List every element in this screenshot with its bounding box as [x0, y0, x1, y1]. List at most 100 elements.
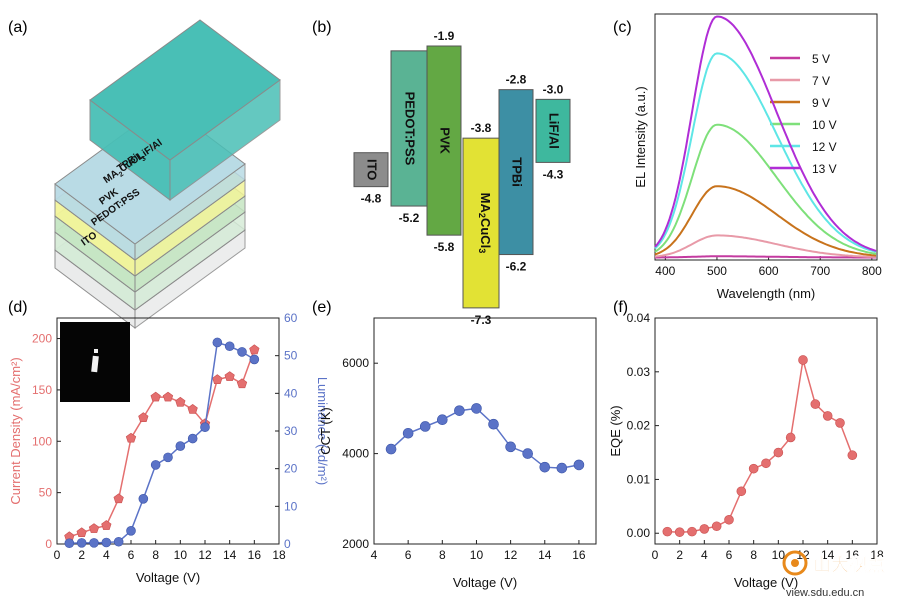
- energy-top-value-3: -3.8: [471, 121, 492, 135]
- c-series-line-3: [654, 123, 877, 255]
- energy-bar-0: [353, 152, 389, 188]
- e-ylabel: CCT (K): [318, 407, 333, 454]
- d-ytick-label: 0: [45, 537, 52, 551]
- e-point-8: [522, 448, 533, 459]
- f-series-line: [667, 359, 854, 533]
- f-ytick-label: 0.01: [627, 472, 651, 486]
- f-xtick-label: 4: [701, 548, 708, 562]
- energy-bar-1: [390, 50, 428, 207]
- e-xtick-label: 16: [572, 548, 586, 562]
- e-point-9: [539, 461, 551, 473]
- d-point-luminance-1: [76, 538, 87, 548]
- d-point-luminance-9: [175, 441, 186, 451]
- f-point-14: [835, 418, 845, 428]
- c-legend-label-4: 12 V: [812, 140, 837, 154]
- d-point-current-4: [113, 493, 124, 504]
- e-point-3: [437, 414, 448, 426]
- energy-top-value-5: -3.0: [543, 82, 564, 96]
- d-ylabel-left: Current Density (mA/cm²): [8, 357, 23, 504]
- c-frame: [654, 13, 878, 261]
- d-point-current-12: [212, 374, 223, 385]
- energy-label-5: LiF/Al: [547, 113, 562, 149]
- d-point-luminance-12: [212, 337, 223, 348]
- d-point-luminance-7: [150, 460, 161, 470]
- d-series-line-0: [69, 349, 256, 538]
- c-xtick-label: 400: [655, 264, 675, 278]
- energy-bottom-value-0: -4.8: [361, 192, 382, 206]
- d-xtick-label: 8: [152, 548, 159, 562]
- panel-label-a: (a): [8, 19, 28, 36]
- d-ytick-right-label: 50: [284, 349, 298, 363]
- f-ytick-label: 0.02: [627, 419, 651, 433]
- d-ytick-right-label: 60: [284, 311, 298, 325]
- watermark-logo-icon: [782, 550, 808, 576]
- watermark: 山大视点 view.sdu.edu.cn: [782, 550, 885, 599]
- e-point-10: [556, 462, 568, 474]
- f-point-10: [785, 432, 796, 443]
- energy-bottom-value-4: -6.2: [506, 260, 527, 274]
- device-photo-inset: [60, 322, 130, 402]
- panel-label-d: (d): [8, 299, 28, 316]
- f-xtick-label: 8: [750, 548, 757, 562]
- energy-bottom-value-3: -7.3: [471, 313, 492, 327]
- d-xtick-label: 0: [54, 548, 61, 562]
- f-point-9: [773, 447, 784, 458]
- energy-bar-2: [426, 45, 462, 236]
- d-point-luminance-0: [64, 538, 75, 549]
- d-xtick-label: 12: [198, 548, 212, 562]
- d-xtick-label: 18: [272, 548, 286, 562]
- d-ytick-right-label: 0: [284, 537, 291, 551]
- e-point-1: [402, 427, 414, 439]
- e-xtick-label: 10: [470, 548, 484, 562]
- f-xtick-label: 2: [676, 548, 683, 562]
- c-series-line-1: [654, 234, 876, 258]
- d-point-luminance-13: [224, 341, 235, 352]
- e-point-7: [505, 441, 516, 453]
- c-legend-label-0: 5 V: [812, 52, 830, 66]
- e-xtick-label: 6: [405, 548, 412, 562]
- energy-bar-3: [462, 137, 500, 309]
- f-xlabel: Voltage (V): [734, 575, 798, 590]
- d-xtick-label: 6: [128, 548, 135, 562]
- c-legend-label-3: 10 V: [812, 118, 837, 132]
- energy-top-value-4: -2.8: [506, 73, 527, 87]
- f-point-11: [798, 355, 808, 365]
- d-point-current-15: [249, 344, 260, 355]
- d-point-current-2: [88, 523, 100, 533]
- e-point-0: [385, 443, 397, 455]
- f-point-5: [724, 514, 734, 525]
- energy-bottom-value-5: -4.3: [543, 167, 564, 181]
- jvl-chart: 0 2 4 6 8 10 12 14 16 180501001502000102030405060…: [8, 311, 330, 585]
- e-xlabel: Voltage (V): [453, 575, 517, 590]
- c-xlabel: Wavelength (nm): [717, 286, 816, 301]
- stack-layer-0: [89, 19, 281, 201]
- f-point-7: [748, 463, 759, 474]
- d-point-current-3: [101, 520, 112, 530]
- d-point-luminance-4: [113, 536, 124, 547]
- panel-label-e: (e): [312, 299, 332, 316]
- d-point-luminance-10: [187, 433, 198, 444]
- f-xtick-label: 18: [870, 548, 884, 562]
- d-point-luminance-15: [249, 354, 260, 365]
- c-series-line-4: [654, 52, 877, 253]
- d-point-current-5: [125, 432, 137, 443]
- eqe-chart: 0 2 4 6 8 10 12 14 16 180.000.010.020.030.04Volta…: [608, 311, 884, 590]
- d-ytick-right-label: 20: [284, 462, 298, 476]
- f-point-2: [687, 526, 697, 537]
- f-point-3: [699, 524, 710, 534]
- stack-layer-0-top: [89, 19, 281, 161]
- e-ytick-label: 4000: [342, 447, 369, 461]
- e-ytick-label: 6000: [342, 356, 369, 370]
- d-xtick-label: 2: [78, 548, 85, 562]
- e-series-line: [390, 407, 580, 469]
- f-xtick-label: 16: [846, 548, 860, 562]
- f-point-4: [711, 521, 722, 532]
- e-point-11: [573, 459, 585, 471]
- e-xtick-label: 8: [439, 548, 446, 562]
- d-point-current-6: [138, 412, 149, 423]
- f-xtick-label: 0: [652, 548, 659, 562]
- energy-bottom-value-1: -5.2: [399, 211, 420, 225]
- f-ytick-label: 0.00: [627, 526, 651, 540]
